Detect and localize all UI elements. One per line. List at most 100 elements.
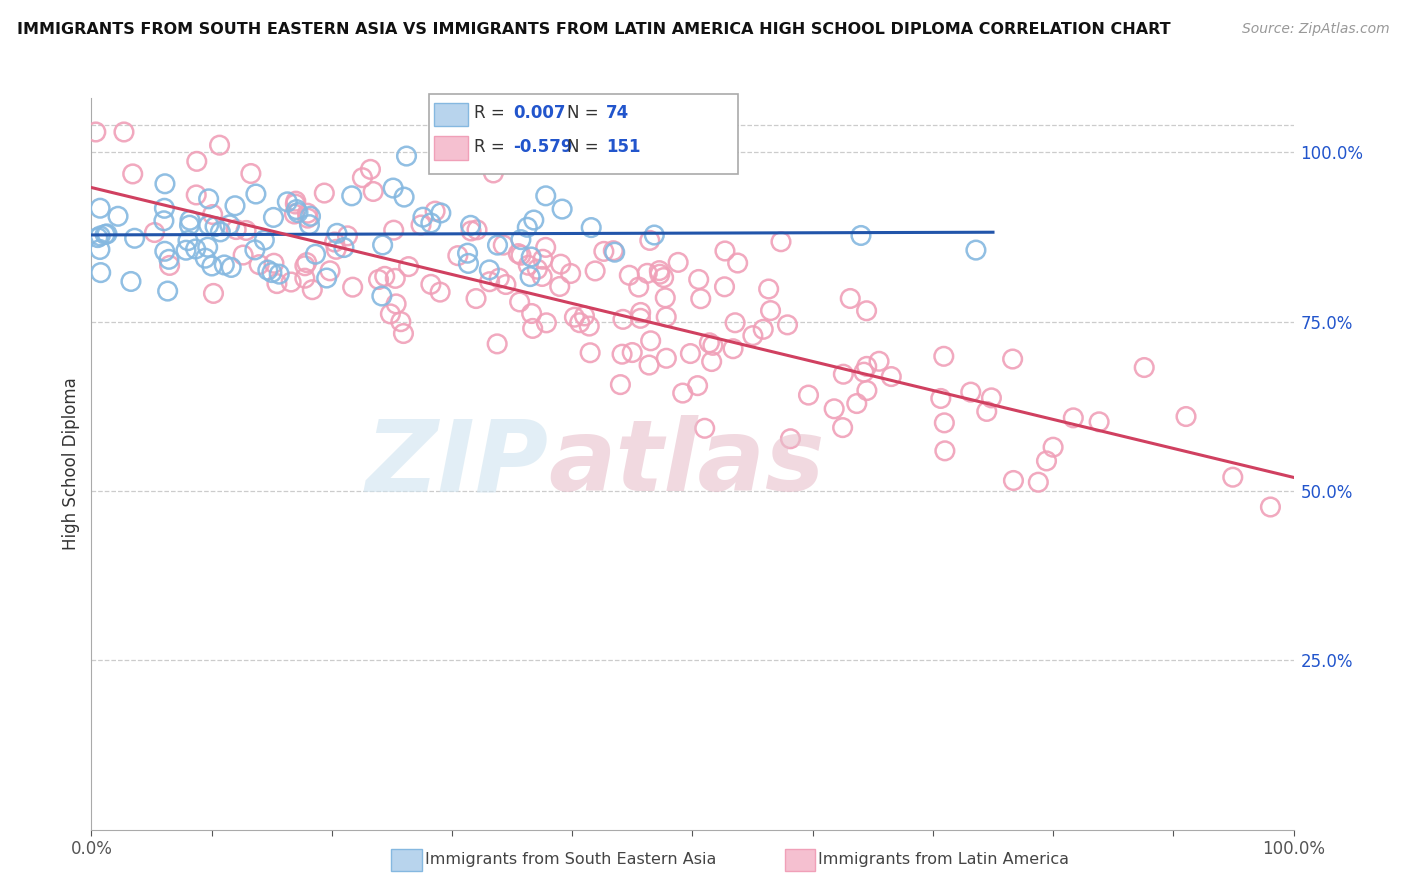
Point [371,238,394,252]
Point [256,263,278,277]
Point [655,310,678,324]
Point [548,279,571,293]
Y-axis label: High School Diploma: High School Diploma [62,377,80,550]
Point [197,240,219,254]
Point [630,311,652,326]
Point [374,269,396,284]
Point [283,207,305,221]
Point [648,263,671,277]
Point [96,227,118,241]
Point [319,264,342,278]
Point [197,192,219,206]
Point [465,292,488,306]
Point [395,149,418,163]
Point [177,234,200,248]
Point [980,391,1002,405]
Point [457,246,479,260]
Point [568,316,591,330]
Point [419,216,441,230]
Point [153,177,176,191]
Text: 151: 151 [606,138,641,156]
Point [856,384,879,398]
Point [186,188,208,202]
Point [201,207,224,221]
Point [510,248,533,262]
Point [630,305,652,319]
Point [522,321,544,335]
Point [294,259,316,273]
Point [260,266,283,280]
Point [285,202,308,217]
Point [779,432,801,446]
Point [284,197,307,211]
Point [465,223,488,237]
Point [855,303,877,318]
Point [583,264,606,278]
Point [714,244,737,258]
Point [276,194,298,209]
Point [564,310,586,325]
Point [1222,470,1244,484]
Point [688,272,710,286]
Point [550,257,572,271]
Point [929,392,952,406]
Point [385,297,408,311]
Point [371,289,394,303]
Point [845,396,868,410]
Point [460,224,482,238]
Point [297,211,319,226]
Point [304,247,326,261]
Point [214,258,236,272]
Point [224,199,246,213]
Point [666,255,689,269]
Point [342,280,364,294]
Point [232,248,254,262]
Text: Immigrants from South Eastern Asia: Immigrants from South Eastern Asia [425,853,716,867]
Point [153,244,176,259]
Text: Immigrants from Latin America: Immigrants from Latin America [818,853,1070,867]
Point [1002,474,1025,488]
Point [326,227,349,241]
Point [686,378,709,392]
Point [769,235,792,249]
Point [389,315,412,329]
Point [225,222,247,236]
Point [359,162,381,177]
Point [621,345,644,359]
Point [280,275,302,289]
Point [531,269,554,284]
Point [159,259,181,273]
Point [398,260,420,274]
Point [1026,475,1049,490]
Point [713,280,735,294]
Point [592,244,614,259]
Text: N =: N = [567,104,603,122]
Point [648,267,671,281]
Point [478,275,501,289]
Point [655,351,678,366]
Point [551,202,574,216]
Point [295,255,318,269]
Point [520,250,543,264]
Point [124,231,146,245]
Point [287,205,309,219]
Point [457,256,479,270]
Point [94,227,117,242]
Text: 74: 74 [606,104,630,122]
Point [218,218,240,232]
Point [1260,500,1282,514]
Point [619,268,641,283]
Point [672,386,695,401]
Point [652,270,675,285]
Point [1133,360,1156,375]
Point [852,365,875,379]
Point [121,167,143,181]
Point [367,272,389,286]
Point [934,416,956,430]
Point [880,369,903,384]
Point [186,154,208,169]
Point [429,285,451,299]
Point [759,303,782,318]
Point [823,401,845,416]
Point [609,377,631,392]
